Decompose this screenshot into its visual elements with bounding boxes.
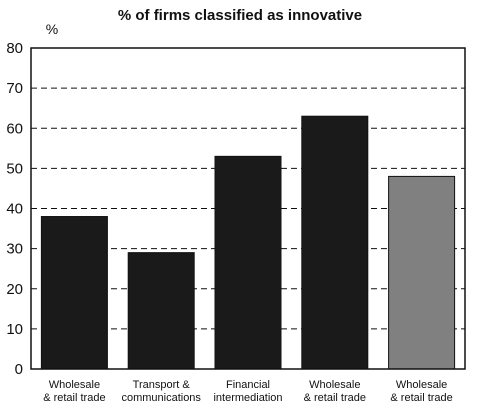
x-category-label: Wholesale (49, 379, 100, 391)
bars (40, 115, 456, 370)
x-category-label: Financial (226, 379, 270, 391)
x-category-label: & retail trade (304, 392, 366, 404)
bar-3 (214, 155, 282, 370)
x-category-label: communications (121, 392, 201, 404)
y-tick-label: 70 (6, 80, 23, 97)
x-category-label: intermediation (213, 392, 282, 404)
plot-frame (30, 47, 466, 370)
y-axis-unit-label: % (46, 21, 58, 37)
x-category-label: Transport & (133, 379, 191, 391)
y-tick-label: 0 (15, 361, 23, 378)
y-tick-label: 80 (6, 40, 23, 57)
y-tick-label: 50 (6, 160, 23, 177)
chart-title: % of firms classified as innovative (118, 7, 362, 24)
y-tick-label: 60 (6, 120, 23, 137)
bar-2 (127, 252, 195, 370)
y-axis-ticks: 0 10 20 30 40 50 60 70 80 (6, 40, 23, 378)
x-category-label: & retail trade (390, 392, 452, 404)
bar-5 (388, 175, 456, 370)
x-category-label: Wholesale (396, 379, 447, 391)
bar-4 (301, 115, 369, 370)
x-category-label: Wholesale (309, 379, 360, 391)
y-tick-label: 40 (6, 201, 23, 218)
bar-1 (40, 216, 108, 370)
y-tick-label: 30 (6, 241, 23, 258)
x-category-label: & retail trade (43, 392, 105, 404)
y-tick-label: 20 (6, 281, 23, 298)
y-tick-label: 10 (6, 321, 23, 338)
